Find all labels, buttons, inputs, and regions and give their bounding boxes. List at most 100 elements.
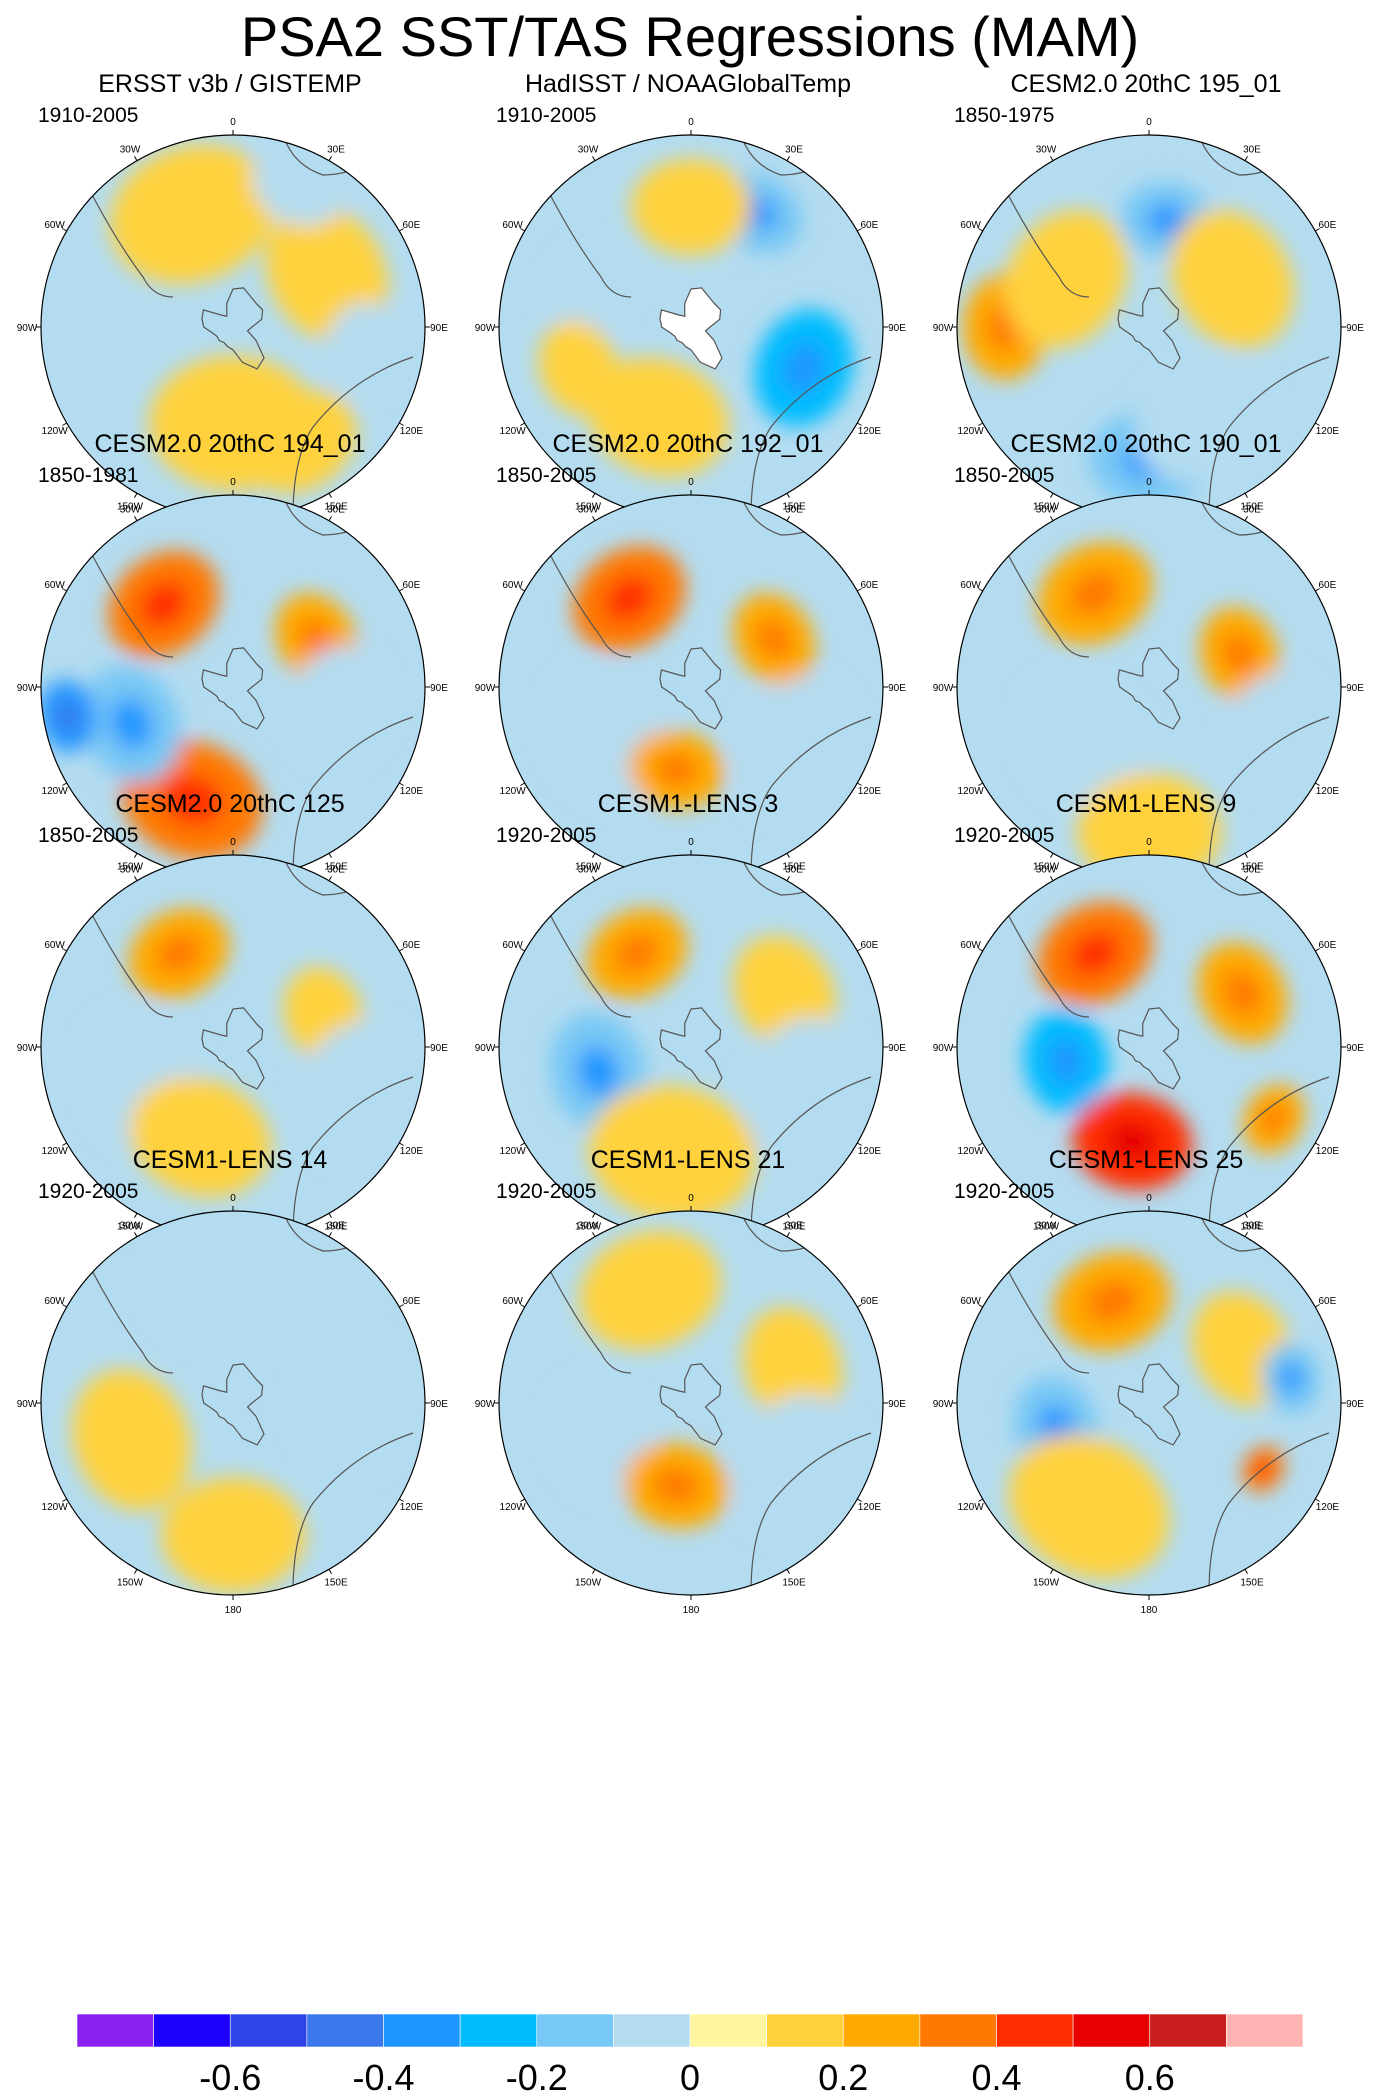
longitude-label: 150E <box>1240 501 1264 512</box>
longitude-label: 60E <box>403 1296 421 1307</box>
longitude-tick <box>520 422 525 426</box>
longitude-label: 30E <box>785 865 803 876</box>
colorbar-swatch <box>153 2014 231 2047</box>
longitude-tick <box>62 228 67 232</box>
australia-coastline <box>292 1432 414 1594</box>
longitude-tick <box>857 1498 862 1502</box>
longitude-tick <box>592 876 596 881</box>
longitude-label: 150E <box>324 501 348 512</box>
colorbar-swatch <box>536 2014 614 2047</box>
longitude-label: 90W <box>17 683 38 694</box>
longitude-label: 150E <box>782 861 806 872</box>
longitude-tick <box>786 1213 790 1218</box>
longitude-tick <box>399 588 404 592</box>
longitude-tick <box>328 156 332 161</box>
longitude-tick <box>62 782 67 786</box>
longitude-tick <box>1315 948 1320 952</box>
colorbar-tick-label: -0.6 <box>199 2057 262 2098</box>
longitude-label: 90W <box>17 1399 38 1410</box>
panel-title: ERSST v3b / GISTEMP <box>98 70 362 98</box>
longitude-tick <box>978 1142 983 1146</box>
longitude-label: 120E <box>1316 1146 1340 1157</box>
longitude-label: 60W <box>44 220 65 231</box>
longitude-tick <box>134 493 138 498</box>
anomaly-blob <box>290 646 388 766</box>
longitude-label: 120E <box>1316 426 1340 437</box>
map-panel: CESM1-LENS 25 0 30E 60E 90E 120E 150E 180 150W 12… <box>916 1146 1376 1616</box>
longitude-tick <box>592 1232 596 1237</box>
anomaly-core <box>1086 1280 1138 1323</box>
panel-title: CESM2.0 20thC 190_01 <box>1010 430 1282 458</box>
longitude-tick <box>786 876 790 881</box>
longitude-label: 60W <box>44 1296 65 1307</box>
longitude-tick <box>520 1304 525 1308</box>
longitude-tick <box>62 1304 67 1308</box>
anomaly-core <box>782 342 825 394</box>
map-panel: CESM1-LENS 9030E60E90E120E150E180150W120… <box>916 790 1376 1260</box>
colorbar-swatch <box>996 2014 1074 2047</box>
longitude-label: 60E <box>861 220 879 231</box>
anomaly-blob <box>149 1215 317 1351</box>
longitude-label: 60W <box>44 940 65 951</box>
south-america-coastline <box>540 536 632 658</box>
longitude-label: 90W <box>475 1043 496 1054</box>
longitude-tick <box>399 1142 404 1146</box>
longitude-label: 30E <box>1243 145 1261 156</box>
longitude-label: 180 <box>225 1605 242 1616</box>
antarctica-coastline <box>659 647 723 730</box>
antarctica-coastline <box>659 1363 723 1446</box>
longitude-tick <box>134 1213 138 1218</box>
longitude-label: 150W <box>117 501 144 512</box>
panel-title: CESM1-LENS 21 <box>590 1146 786 1174</box>
longitude-tick <box>1050 516 1054 521</box>
longitude-label: 150W <box>1033 1221 1060 1232</box>
longitude-label: 30E <box>327 865 345 876</box>
longitude-tick <box>786 493 790 498</box>
longitude-tick <box>328 1232 332 1237</box>
longitude-tick <box>978 782 983 786</box>
longitude-label: 0 <box>688 117 694 128</box>
longitude-label: 90E <box>888 1399 906 1410</box>
longitude-label: 150W <box>1033 501 1060 512</box>
longitude-label: 30E <box>1243 505 1261 516</box>
longitude-tick <box>786 516 790 521</box>
longitude-tick <box>328 853 332 858</box>
antarctica-coastline <box>1117 1363 1181 1446</box>
longitude-label: 0 <box>1146 477 1152 488</box>
longitude-tick <box>786 156 790 161</box>
longitude-tick <box>1315 588 1320 592</box>
antarctica-coastline <box>201 647 265 730</box>
colorbar-swatch <box>383 2014 461 2047</box>
anomaly-blob <box>587 357 729 477</box>
longitude-tick <box>399 782 404 786</box>
map-panel: CESM2.0 20thC 194_01 0 30E 60E 90E 120E 150E 18… <box>0 430 460 900</box>
longitude-tick <box>1244 1569 1248 1574</box>
longitude-tick <box>857 782 862 786</box>
longitude-label: 150W <box>575 1577 602 1588</box>
longitude-tick <box>520 1142 525 1146</box>
australia-coastline <box>292 356 414 518</box>
longitude-label: 150W <box>575 501 602 512</box>
map-panel: CESM2.0 20thC 195_01 0 30E 60E 90E 120E 150E 18… <box>916 70 1376 540</box>
south-america-coastline <box>998 536 1090 658</box>
longitude-label: 60W <box>502 940 523 951</box>
longitude-label: 0 <box>230 837 236 848</box>
anomaly-blob <box>733 678 857 816</box>
south-america-coastline <box>998 896 1090 1018</box>
longitude-tick <box>1244 853 1248 858</box>
longitude-tick <box>1244 156 1248 161</box>
anomaly-core <box>55 700 80 732</box>
colorbar-swatch <box>459 2014 538 2047</box>
australia-coastline <box>750 1432 872 1594</box>
longitude-label: 30W <box>120 145 141 156</box>
anomaly-core <box>615 934 659 973</box>
colorbar-tick-label: -0.4 <box>352 2057 415 2098</box>
longitude-label: 0 <box>1146 837 1152 848</box>
longitude-label: 30E <box>327 505 345 516</box>
anomaly-core <box>157 934 201 973</box>
longitude-label: 180 <box>683 1605 700 1616</box>
panel-period: 1850-2005 <box>496 464 597 487</box>
colorbar-tick-label: -0.2 <box>505 2057 568 2098</box>
longitude-label: 150E <box>324 861 348 872</box>
